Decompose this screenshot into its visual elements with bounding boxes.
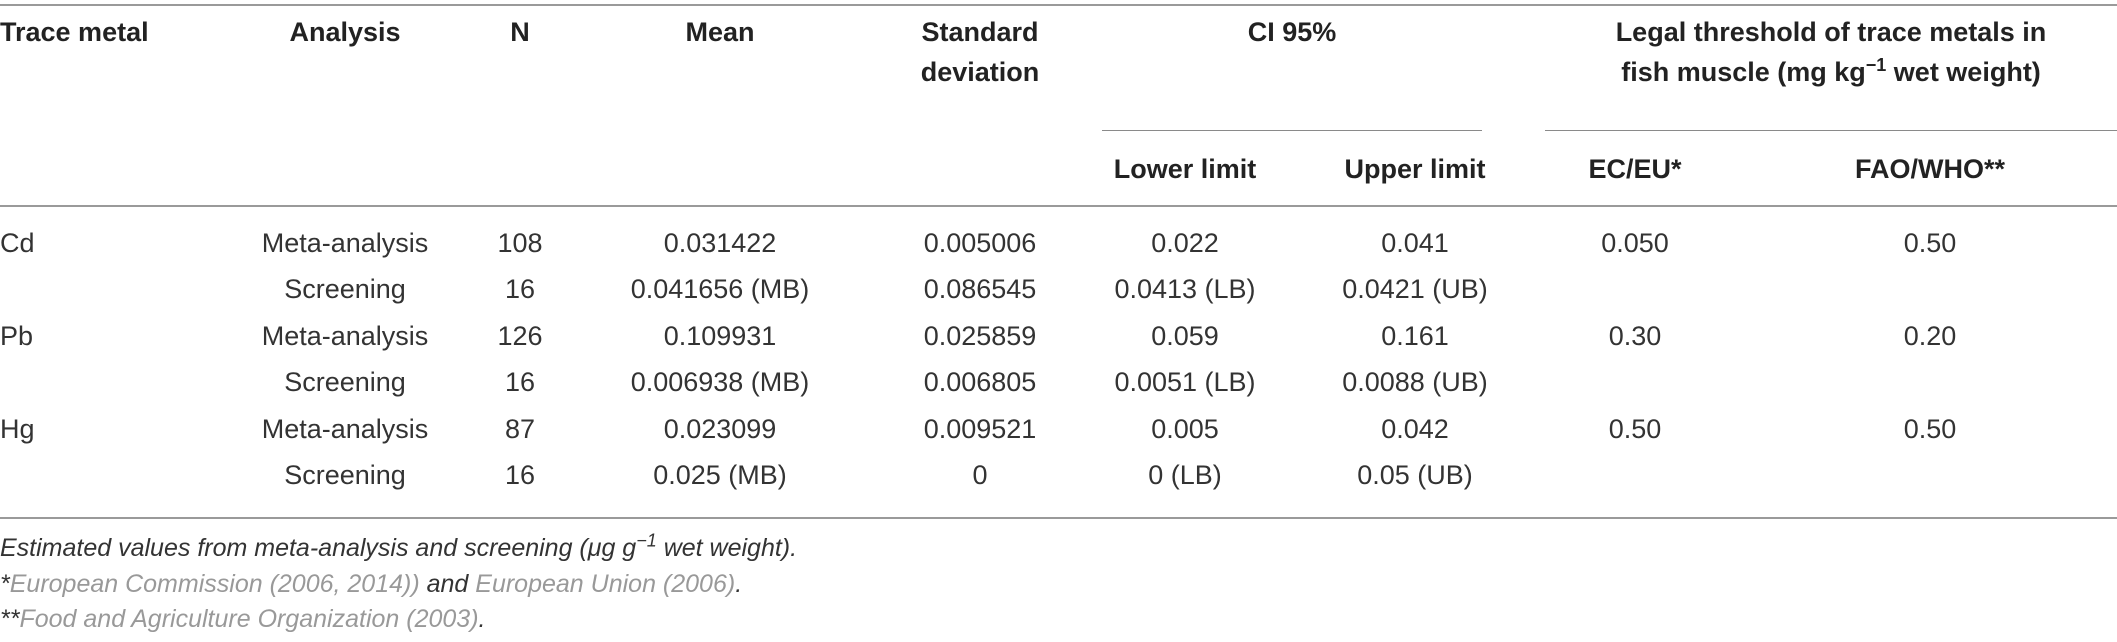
cell-n: 16 bbox=[504, 460, 536, 490]
cell-analysis: Screening bbox=[284, 274, 406, 304]
cell-analysis: Screening bbox=[284, 460, 406, 490]
cell-upper: 0.161 bbox=[1381, 321, 1449, 351]
header-trace-metal: Trace metal bbox=[0, 17, 149, 47]
cell-mean: 0.006938 (MB) bbox=[630, 367, 810, 397]
header-upper-limit: Upper limit bbox=[1344, 154, 1486, 184]
reference-link-fao[interactable]: Food and Agriculture Organization (2003) bbox=[19, 605, 479, 633]
header-fao-who: FAO/WHO** bbox=[1854, 154, 2005, 184]
cell-upper: 0.0088 (UB) bbox=[1342, 367, 1488, 397]
cell-n: 108 bbox=[497, 228, 543, 258]
cell-analysis: Meta-analysis bbox=[261, 228, 429, 258]
cell-analysis: Meta-analysis bbox=[261, 321, 429, 351]
header-mean: Mean bbox=[685, 17, 755, 47]
cell-upper: 0.0421 (UB) bbox=[1342, 274, 1488, 304]
bottom-rule bbox=[0, 517, 2117, 519]
cell-sd: 0.086545 bbox=[923, 274, 1037, 304]
cell-mean: 0.041656 (MB) bbox=[630, 274, 810, 304]
cell-fao-who: 0.20 bbox=[1903, 321, 1957, 351]
header-rule bbox=[0, 205, 2117, 207]
footnote-ec-eu: *European Commission (2006, 2014)) and E… bbox=[0, 570, 743, 598]
cell-lower: 0.005 bbox=[1151, 414, 1219, 444]
footnote-fao-who: **Food and Agriculture Organization (200… bbox=[0, 605, 486, 633]
cell-lower: 0.0413 (LB) bbox=[1114, 274, 1256, 304]
footnote-units: Estimated values from meta-analysis and … bbox=[0, 530, 798, 562]
top-rule bbox=[0, 4, 2117, 6]
cell-n: 16 bbox=[504, 367, 536, 397]
header-sd-line2: deviation bbox=[920, 57, 1040, 87]
cell-sd: 0 bbox=[972, 460, 988, 490]
cell-mean: 0.109931 bbox=[663, 321, 777, 351]
cell-mean: 0.025 (MB) bbox=[653, 460, 787, 490]
cell-fao-who: 0.50 bbox=[1903, 228, 1957, 258]
header-legal-line2: fish muscle (mg kg−1 wet weight) bbox=[1621, 55, 2041, 87]
cell-lower: 0.022 bbox=[1151, 228, 1219, 258]
header-lower-limit: Lower limit bbox=[1113, 154, 1257, 184]
cell-metal: Hg bbox=[0, 414, 35, 444]
cell-analysis: Meta-analysis bbox=[261, 414, 429, 444]
header-analysis: Analysis bbox=[289, 17, 401, 47]
cell-sd: 0.025859 bbox=[923, 321, 1037, 351]
cell-lower: 0.0051 (LB) bbox=[1114, 367, 1256, 397]
cell-n: 126 bbox=[497, 321, 543, 351]
cell-sd: 0.009521 bbox=[923, 414, 1037, 444]
cell-lower: 0.059 bbox=[1151, 321, 1219, 351]
cell-metal: Pb bbox=[0, 321, 34, 351]
cell-upper: 0.042 bbox=[1381, 414, 1449, 444]
reference-link-european-union[interactable]: European Union (2006) bbox=[475, 570, 736, 598]
header-legal-line1: Legal threshold of trace metals in bbox=[1615, 17, 2047, 47]
cell-sd: 0.005006 bbox=[923, 228, 1037, 258]
cell-upper: 0.041 bbox=[1381, 228, 1449, 258]
cell-analysis: Screening bbox=[284, 367, 406, 397]
cell-ec-eu: 0.50 bbox=[1608, 414, 1662, 444]
header-ci: CI 95% bbox=[1247, 17, 1337, 47]
cell-ec-eu: 0.050 bbox=[1601, 228, 1669, 258]
cell-ec-eu: 0.30 bbox=[1608, 321, 1662, 351]
legal-group-rule bbox=[1545, 130, 2117, 131]
reference-link-european-commission[interactable]: European Commission (2006, 2014)) bbox=[9, 570, 420, 598]
cell-mean: 0.023099 bbox=[663, 414, 777, 444]
cell-fao-who: 0.50 bbox=[1903, 414, 1957, 444]
cell-n: 16 bbox=[504, 274, 536, 304]
ci-group-rule bbox=[1102, 130, 1482, 131]
header-sd-line1: Standard bbox=[921, 17, 1039, 47]
cell-metal: Cd bbox=[0, 228, 35, 258]
cell-sd: 0.006805 bbox=[923, 367, 1037, 397]
cell-upper: 0.05 (UB) bbox=[1357, 460, 1473, 490]
header-ec-eu: EC/EU* bbox=[1588, 154, 1682, 184]
cell-mean: 0.031422 bbox=[663, 228, 777, 258]
cell-lower: 0 (LB) bbox=[1148, 460, 1222, 490]
cell-n: 87 bbox=[504, 414, 536, 444]
header-n: N bbox=[510, 17, 530, 47]
